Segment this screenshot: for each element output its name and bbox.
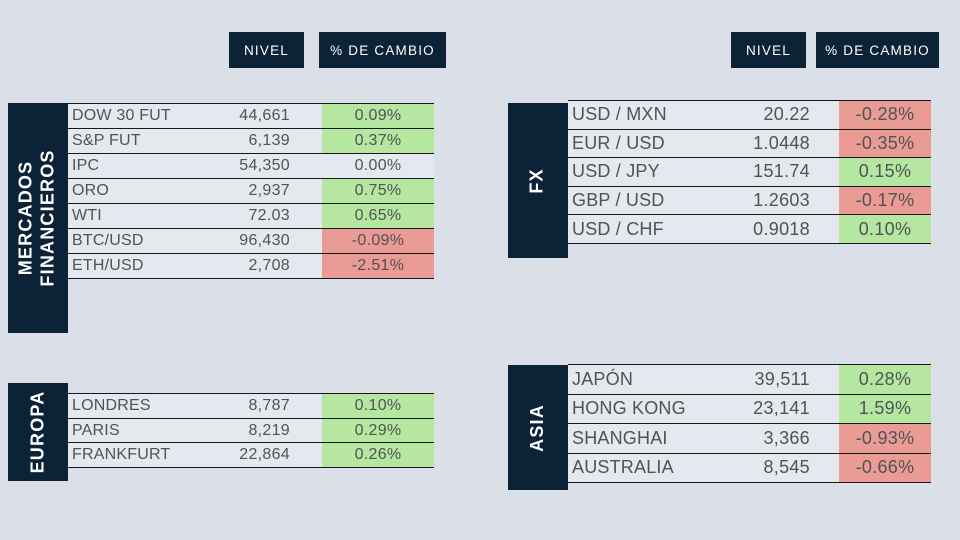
- table-row: USD / MXN 20.22 -0.28%: [568, 101, 931, 130]
- table-row: S&P FUT 6,139 0.37%: [68, 129, 434, 154]
- change-value: -2.51%: [322, 254, 434, 278]
- level-value: 39,511: [754, 368, 810, 389]
- level-value: 0.9018: [753, 218, 810, 239]
- table-row: ORO 2,937 0.75%: [68, 179, 434, 204]
- table-fx: USD / MXN 20.22 -0.28% EUR / USD 1.0448 -0.35…: [568, 100, 931, 244]
- change-value: 0.26%: [322, 443, 434, 468]
- instrument-label: USD / JPY: [572, 161, 660, 182]
- change-value: -0.09%: [322, 229, 434, 253]
- instrument-label: BTC/USD: [72, 232, 144, 249]
- level-value: 8,545: [763, 457, 810, 478]
- change-value: 0.37%: [322, 129, 434, 153]
- instrument-label: HONG KONG: [572, 398, 686, 419]
- change-value: 0.09%: [322, 104, 434, 128]
- change-value: -0.93%: [839, 424, 931, 453]
- instrument-label: LONDRES: [72, 396, 151, 414]
- instrument-label: AUSTRALIA: [572, 457, 674, 478]
- level-value: 1.2603: [753, 190, 810, 211]
- instrument-label: EUR / USD: [572, 132, 665, 153]
- table-row: GBP / USD 1.2603 -0.17%: [568, 186, 931, 216]
- instrument-label: JAPÓN: [572, 368, 634, 389]
- section-header-mercados-financieros: MERCADOS FINANCIEROS: [8, 103, 68, 333]
- section-header-asia: ASIA: [508, 365, 568, 490]
- table-row: SHANGHAI 3,366 -0.93%: [568, 424, 931, 454]
- column-header-nivel-left: NIVEL: [229, 32, 304, 68]
- level-value: 44,661: [239, 107, 290, 124]
- instrument-label: ORO: [72, 182, 110, 199]
- table-row: FRANKFURT 22,864 0.26%: [68, 443, 434, 469]
- level-value: 8,787: [248, 396, 290, 414]
- instrument-label: WTI: [72, 207, 102, 224]
- change-value: -0.17%: [839, 186, 931, 215]
- change-value: 0.15%: [839, 158, 931, 186]
- table-row: LONDRES 8,787 0.10%: [68, 394, 434, 419]
- table-row: JAPÓN 39,511 0.28%: [568, 365, 931, 395]
- instrument-label: IPC: [72, 157, 100, 174]
- change-value: 0.00%: [354, 157, 402, 174]
- change-value: 1.59%: [839, 394, 931, 423]
- section-title: ASIA: [527, 403, 548, 452]
- table-row: HONG KONG 23,141 1.59%: [568, 394, 931, 424]
- change-value: -0.28%: [839, 101, 931, 129]
- table-europa: LONDRES 8,787 0.10% PARIS 8,219 0.29% FRANKFUR…: [68, 393, 434, 469]
- level-value: 22,864: [239, 446, 290, 464]
- instrument-label: GBP / USD: [572, 190, 665, 211]
- level-value: 20.22: [763, 104, 810, 125]
- table-mercados-financieros: DOW 30 FUT 44,661 0.09% S&P FUT 6,139 0.37% IP…: [68, 103, 434, 279]
- section-title: MERCADOS FINANCIEROS: [16, 149, 58, 287]
- table-row: DOW 30 FUT 44,661 0.09%: [68, 104, 434, 129]
- change-value: 0.10%: [322, 394, 434, 418]
- level-value: 2,937: [248, 182, 290, 199]
- change-value: 0.65%: [322, 204, 434, 228]
- section-title: EUROPA: [27, 390, 48, 474]
- table-row: USD / JPY 151.74 0.15%: [568, 158, 931, 187]
- section-title: FX: [527, 167, 548, 194]
- change-value: 0.10%: [839, 215, 931, 243]
- table-row: BTC/USD 96,430 -0.09%: [68, 229, 434, 254]
- level-value: 3,366: [763, 427, 810, 448]
- change-value: 0.28%: [839, 365, 931, 394]
- level-value: 1.0448: [753, 132, 810, 153]
- column-header-nivel-right: NIVEL: [731, 32, 806, 68]
- instrument-label: ETH/USD: [72, 257, 144, 274]
- table-row: WTI 72.03 0.65%: [68, 204, 434, 229]
- level-value: 6,139: [248, 132, 290, 149]
- column-header-cambio-left: % DE CAMBIO: [319, 32, 446, 68]
- level-value: 96,430: [239, 232, 290, 249]
- level-value: 151.74: [753, 161, 810, 182]
- instrument-label: USD / MXN: [572, 104, 667, 125]
- table-row: PARIS 8,219 0.29%: [68, 418, 434, 444]
- level-value: 54,350: [239, 157, 290, 174]
- section-header-europa: EUROPA: [8, 383, 68, 481]
- level-value: 8,219: [248, 421, 290, 439]
- table-row: EUR / USD 1.0448 -0.35%: [568, 129, 931, 159]
- column-header-cambio-right: % DE CAMBIO: [816, 32, 939, 68]
- instrument-label: SHANGHAI: [572, 427, 668, 448]
- change-value: 0.75%: [322, 179, 434, 203]
- instrument-label: PARIS: [72, 421, 120, 439]
- instrument-label: FRANKFURT: [72, 446, 171, 464]
- change-value: 0.29%: [322, 418, 434, 443]
- change-value: -0.66%: [839, 453, 931, 482]
- change-value: -0.35%: [839, 129, 931, 158]
- table-row: AUSTRALIA 8,545 -0.66%: [568, 453, 931, 483]
- table-row: USD / CHF 0.9018 0.10%: [568, 215, 931, 244]
- instrument-label: USD / CHF: [572, 218, 664, 239]
- level-value: 72.03: [248, 207, 290, 224]
- level-value: 2,708: [248, 257, 290, 274]
- instrument-label: DOW 30 FUT: [72, 107, 171, 124]
- section-header-fx: FX: [508, 103, 568, 258]
- table-row: IPC 54,350 0.00%: [68, 154, 434, 179]
- level-value: 23,141: [753, 398, 810, 419]
- table-row: ETH/USD 2,708 -2.51%: [68, 254, 434, 279]
- table-asia: JAPÓN 39,511 0.28% HONG KONG 23,141 1.59% SHAN…: [568, 364, 931, 483]
- instrument-label: S&P FUT: [72, 132, 141, 149]
